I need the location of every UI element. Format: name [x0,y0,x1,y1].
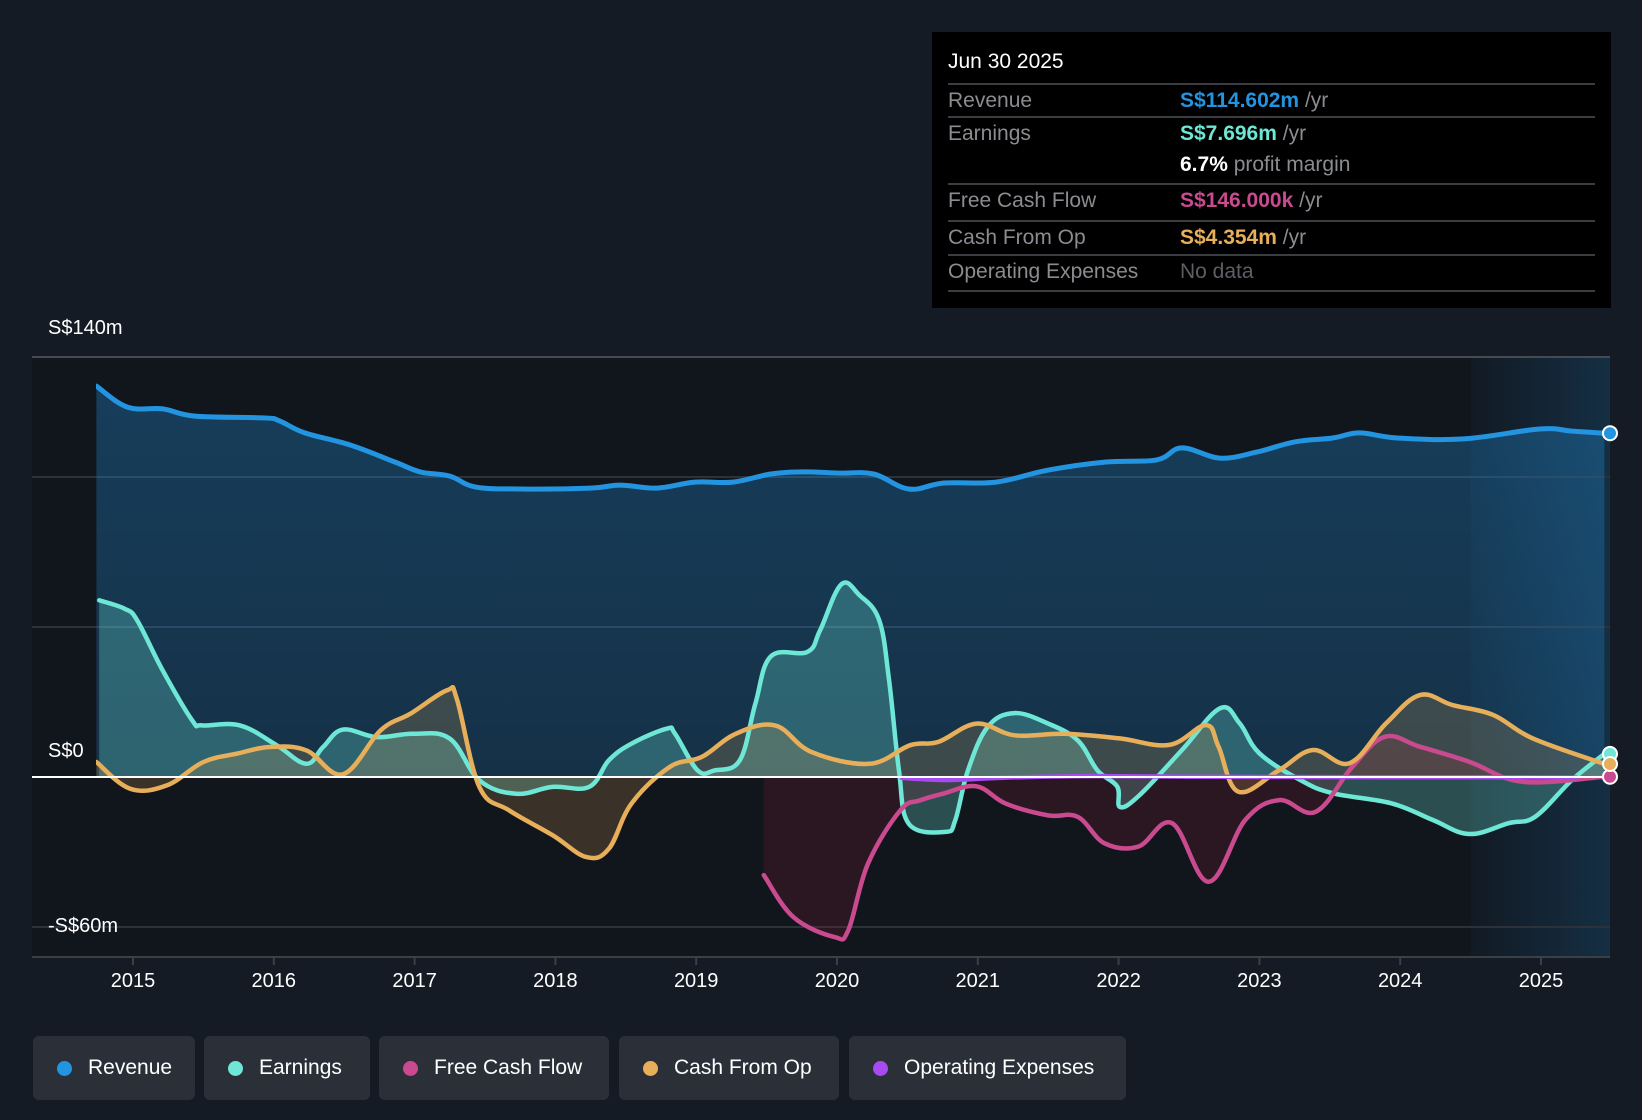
x-axis-label: 2023 [1237,970,1282,992]
x-axis-label: 2021 [955,970,1001,992]
legend-item-operating-expenses[interactable]: Operating Expenses [849,1036,1126,1100]
legend-item-revenue[interactable]: Revenue [33,1036,195,1100]
earnings-line [96,580,1607,837]
x-axis-label: 2020 [814,970,860,992]
x-axis-label: 2019 [673,970,719,992]
revenue-dot-icon [57,1061,72,1076]
tooltip-row-free-cash-flow: Free Cash Flow S$146.000k /yr [948,183,1595,218]
legend-label: Cash From Op [674,1056,812,1079]
tooltip-label: Operating Expenses [948,260,1139,283]
legend-label: Free Cash Flow [434,1056,583,1079]
tooltip-value: No data [1180,260,1254,283]
tooltip-value: S$114.602m /yr [1180,89,1329,112]
free-cash-flow-dot-icon [403,1061,418,1076]
y-axis-label-zero: S$0 [48,740,84,762]
tooltip-label: Revenue [948,89,1033,112]
operating-expenses-dot-icon [873,1061,888,1076]
cash-from-op-endpoint-marker[interactable] [1602,755,1618,772]
legend-label: Operating Expenses [904,1056,1095,1079]
tooltip-row-revenue: Revenue S$114.602m /yr [948,83,1595,118]
y-axis-label-bottom: -S$60m [48,915,119,937]
x-axis-label: 2022 [1096,970,1141,992]
x-axis-label: 2025 [1518,970,1564,992]
tooltip-row-operating-expenses: Operating Expenses No data [948,254,1595,289]
free-cash-flow-line [761,733,1607,942]
tooltip-value: S$7.696m /yr [1180,122,1307,145]
revenue-area [96,386,1605,777]
x-axis-label: 2024 [1377,970,1423,992]
y-axis-label-top: S$140m [48,317,123,339]
tooltip-label: Earnings [948,122,1031,145]
tooltip-divider [948,290,1595,292]
x-axis-label: 2016 [251,970,297,992]
tooltip-row-earnings: Earnings S$7.696m /yr [948,116,1595,151]
cash-from-op-dot-icon [643,1061,658,1076]
tooltip-date: Jun 30 2025 [948,50,1064,73]
cash-from-op-area [96,687,1605,859]
tooltip-value: S$146.000k /yr [1180,189,1323,212]
tooltip-label: Cash From Op [948,226,1086,249]
tooltip-label: Free Cash Flow [948,189,1097,212]
cash-from-op-line [96,684,1607,861]
tooltip-row-profit-margin: 6.7% profit margin [948,149,1595,182]
revenue-line [96,383,1607,492]
tooltip-value: 6.7% profit margin [1180,153,1351,176]
legend-item-cash-from-op[interactable]: Cash From Op [619,1036,839,1100]
legend-label: Revenue [88,1056,173,1079]
legend-label: Earnings [259,1056,342,1079]
x-axis-label: 2017 [392,970,437,992]
legend-item-free-cash-flow[interactable]: Free Cash Flow [379,1036,609,1100]
x-axis-label: 2015 [110,970,156,992]
revenue-endpoint-marker[interactable] [1602,425,1618,442]
data-tooltip: Jun 30 2025 Revenue S$114.602m /yr Earni… [932,32,1611,308]
tooltip-row-cash-from-op: Cash From Op S$4.354m /yr [948,220,1595,255]
legend-item-earnings[interactable]: Earnings [204,1036,370,1100]
earnings-dot-icon [228,1061,243,1076]
x-axis-label: 2018 [533,970,578,992]
tooltip-value: S$4.354m /yr [1180,226,1307,249]
